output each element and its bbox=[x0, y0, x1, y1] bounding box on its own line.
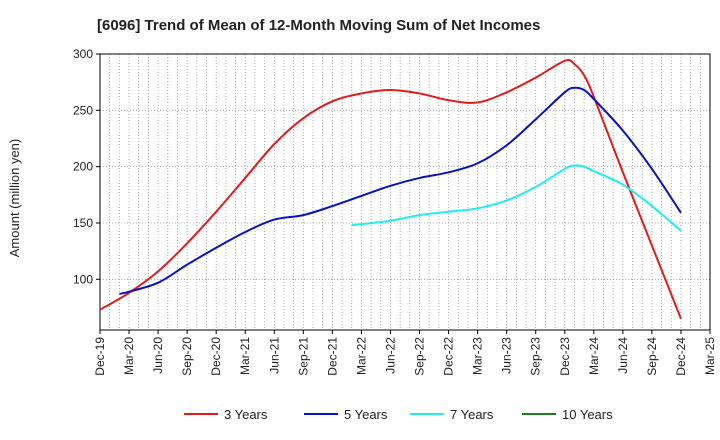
y-tick-label: 100 bbox=[73, 272, 93, 286]
x-axis: Dec-19 Mar-20 Jun-20 Sep-20 Dec-20 Mar-21 Jun-… bbox=[93, 330, 717, 376]
chart-title: [6096] Trend of Mean of 12-Month Moving … bbox=[97, 17, 540, 34]
x-tick-label: Mar-23 bbox=[471, 337, 485, 375]
legend-label-10-years: 10 Years bbox=[562, 407, 613, 422]
x-tick-label: Dec-24 bbox=[674, 337, 688, 376]
x-tick-label: Mar-21 bbox=[238, 337, 252, 375]
y-axis-label: Amount (million yen) bbox=[7, 139, 22, 258]
x-tick-label: Mar-25 bbox=[703, 337, 717, 375]
plot-frame bbox=[99, 53, 711, 331]
x-tick-label: Dec-23 bbox=[558, 337, 572, 376]
x-tick-label: Mar-20 bbox=[122, 337, 136, 375]
x-tick-label: Sep-22 bbox=[413, 337, 427, 376]
x-tick-label: Jun-23 bbox=[500, 337, 514, 374]
y-tick-label: 250 bbox=[73, 103, 93, 117]
x-tick-label: Jun-22 bbox=[383, 337, 397, 374]
legend: 3 Years 5 Years 7 Years 10 Years bbox=[184, 407, 613, 422]
x-tick-label: Dec-22 bbox=[442, 337, 456, 376]
x-tick-label: Dec-20 bbox=[209, 337, 223, 376]
y-tick-label: 300 bbox=[73, 47, 93, 61]
legend-label-3-years: 3 Years bbox=[224, 407, 268, 422]
legend-label-5-years: 5 Years bbox=[344, 407, 388, 422]
y-axis: 100 150 200 250 300 bbox=[73, 47, 100, 286]
grid bbox=[100, 54, 710, 330]
series-layer bbox=[99, 59, 682, 320]
legend-label-7-years: 7 Years bbox=[450, 407, 494, 422]
series-line-7-years bbox=[351, 164, 682, 232]
x-tick-label: Jun-21 bbox=[267, 337, 281, 374]
x-tick-label: Mar-24 bbox=[587, 337, 601, 375]
x-tick-label: Dec-21 bbox=[325, 337, 339, 376]
x-tick-label: Sep-21 bbox=[296, 337, 310, 376]
x-tick-label: Sep-24 bbox=[645, 337, 659, 376]
series-line-3-years bbox=[99, 59, 682, 320]
x-tick-label: Jun-24 bbox=[616, 337, 630, 374]
y-tick-label: 150 bbox=[73, 216, 93, 230]
x-tick-label: Dec-19 bbox=[93, 337, 107, 376]
x-tick-label: Sep-23 bbox=[529, 337, 543, 376]
x-tick-label: Jun-20 bbox=[151, 337, 165, 374]
y-tick-label: 200 bbox=[73, 160, 93, 174]
series-line-5-years bbox=[119, 86, 682, 295]
x-tick-label: Sep-20 bbox=[180, 337, 194, 376]
x-tick-label: Mar-22 bbox=[354, 337, 368, 375]
